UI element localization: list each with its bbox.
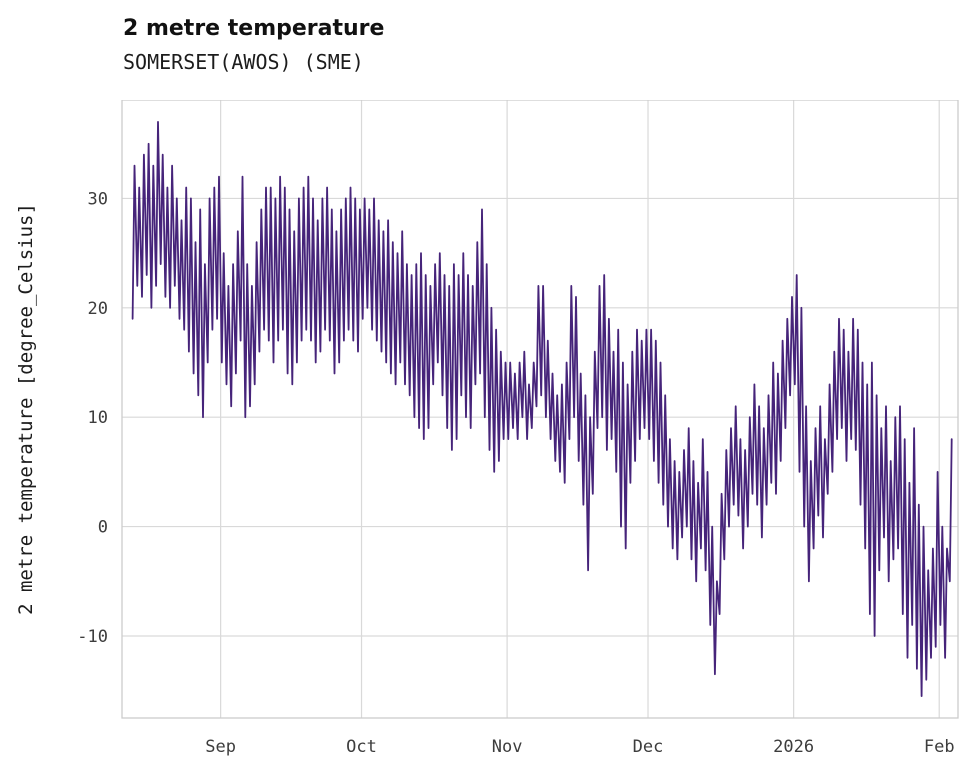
chart-subtitle: SOMERSET(AWOS) (SME)	[123, 50, 364, 74]
x-tick-label: Oct	[346, 737, 377, 757]
y-tick-label: 20	[88, 299, 108, 319]
x-tick-label: Nov	[492, 737, 523, 757]
x-tick-label: 2026	[773, 737, 814, 757]
chart-svg: -10 0 10 20 30 Sep Oct Nov Dec 2026 Feb 2 metre tem…	[15, 100, 959, 757]
x-tick-label: Sep	[205, 737, 236, 757]
x-tick-label: Dec	[633, 737, 664, 757]
chart-title: 2 metre temperature	[123, 16, 385, 41]
y-tick-label: -10	[77, 627, 108, 647]
plot-border	[121, 100, 959, 719]
temperature-line	[131, 120, 953, 697]
plot-background	[122, 100, 958, 718]
y-tick-label: 0	[98, 518, 108, 538]
y-tick-label: 10	[88, 408, 108, 428]
y-axis-label: 2 metre temperature [degree_Celsius]	[15, 203, 37, 615]
x-tick-label: Feb	[924, 737, 955, 757]
y-tick-label: 30	[88, 189, 108, 209]
